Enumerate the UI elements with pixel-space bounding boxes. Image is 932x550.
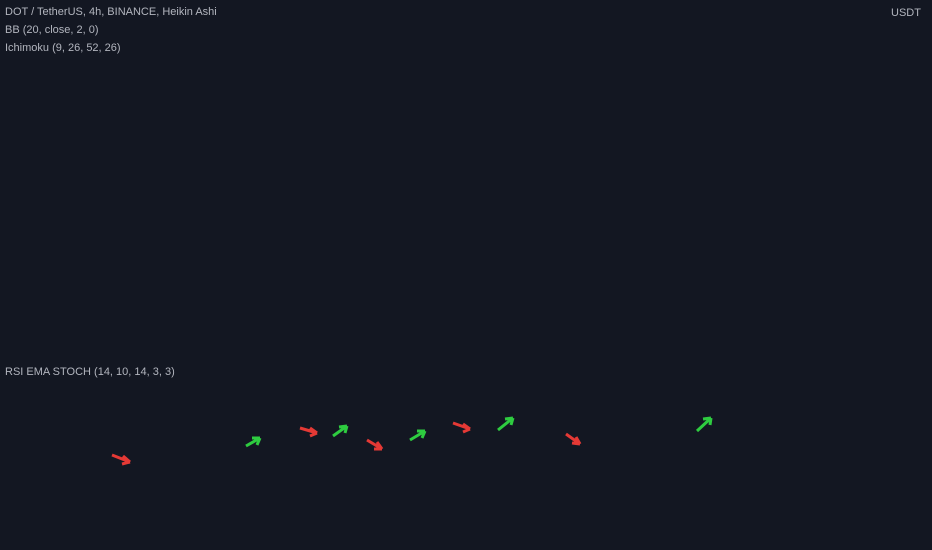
chart-title: DOT / TetherUS, 4h, BINANCE, Heikin Ashi — [5, 6, 217, 18]
indicator-label: BB (20, close, 2, 0) — [5, 24, 99, 36]
rsi-title: RSI EMA STOCH (14, 10, 14, 3, 3) — [5, 366, 175, 378]
signal-arrows — [111, 416, 713, 466]
indicator-label: Ichimoku (9, 26, 52, 26) — [5, 42, 121, 54]
currency-label: USDT — [891, 7, 921, 19]
